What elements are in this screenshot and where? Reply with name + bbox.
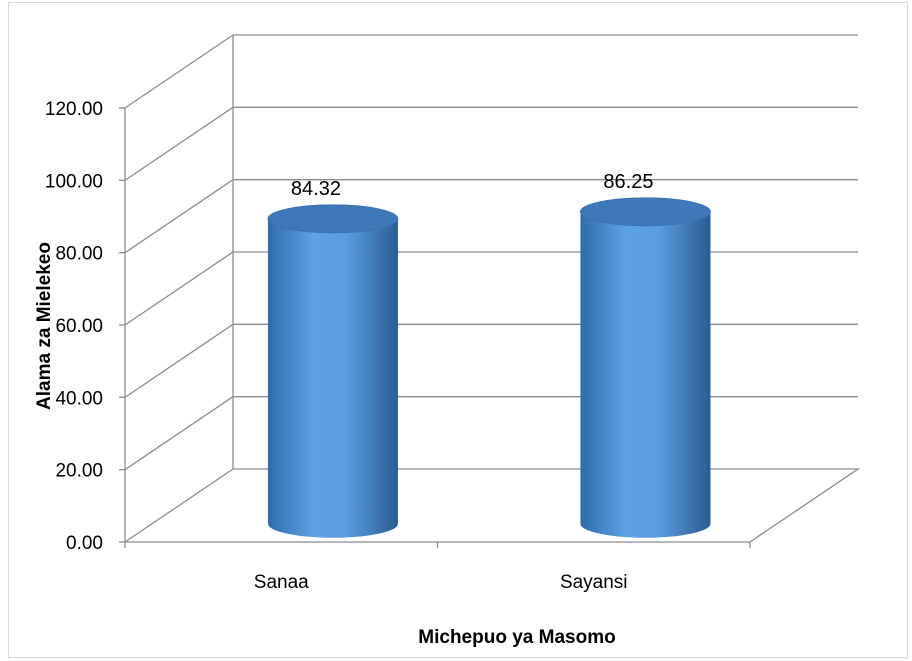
side-gridline: [124, 251, 234, 326]
y-tick-label: 80.00: [55, 244, 103, 265]
data-label: 86.25: [603, 171, 653, 193]
y-tick-label: 120.00: [45, 99, 103, 120]
axes: [119, 107, 751, 548]
side-gridline: [124, 34, 234, 109]
bar-sayansi: [580, 197, 711, 538]
data-labels: 84.32 86.25: [291, 171, 654, 200]
y-tick-label: 40.00: [55, 388, 103, 409]
chart-frame: [8, 2, 908, 658]
side-gridline: [124, 468, 234, 543]
bar-top: [267, 204, 399, 234]
y-tick-label: 60.00: [55, 316, 103, 337]
side-gridline: [124, 396, 234, 471]
bar-body: [267, 218, 398, 538]
data-label: 84.32: [291, 178, 341, 200]
bar-body: [580, 211, 711, 538]
category-label: Sayansi: [560, 572, 628, 593]
side-gridline: [124, 106, 234, 181]
y-tick-labels: 0.00 20.00 40.00 60.00 80.00 100.00 120.00: [45, 99, 103, 554]
floor-edge: [233, 468, 861, 543]
gridlines: [124, 34, 861, 543]
side-gridline: [124, 323, 234, 398]
bars: [267, 197, 711, 538]
side-gridline: [124, 179, 234, 254]
y-axis-title: Alama za Mielekeo: [34, 242, 55, 410]
y-tick-label: 0.00: [66, 533, 103, 554]
category-labels: Sanaa Sayansi: [254, 572, 628, 593]
y-tick-label: 20.00: [55, 461, 103, 482]
x-axis-title: Michepuo ya Masomo: [418, 627, 615, 648]
bar-top: [580, 197, 711, 227]
category-label: Sanaa: [254, 572, 309, 593]
bar-sanaa: [267, 204, 399, 538]
y-tick-label: 100.00: [45, 171, 103, 192]
